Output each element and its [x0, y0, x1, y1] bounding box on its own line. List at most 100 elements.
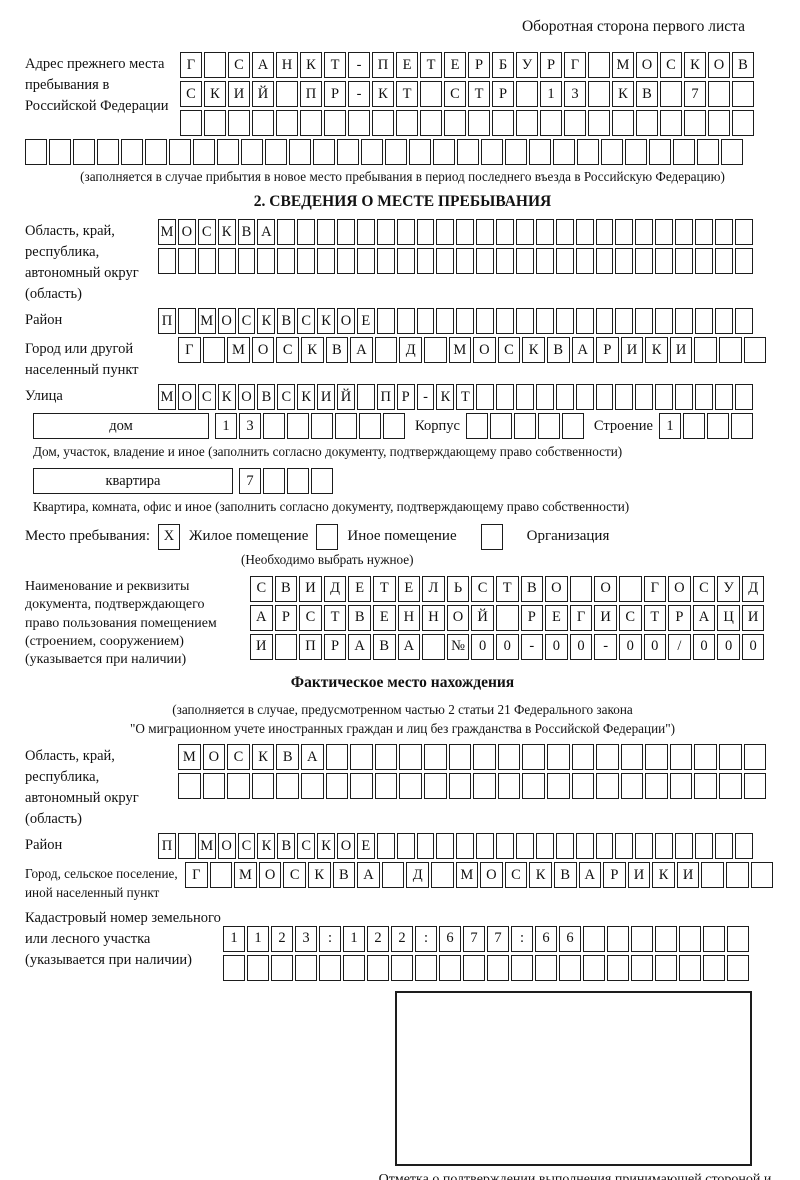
char-cell[interactable]	[571, 744, 595, 771]
char-cell[interactable]	[495, 604, 519, 631]
char-cell[interactable]	[263, 468, 285, 495]
char-cell[interactable]: А	[250, 604, 273, 631]
char-cell[interactable]	[251, 773, 275, 800]
char-cell[interactable]	[177, 248, 196, 275]
char-cell[interactable]: 7	[463, 925, 485, 952]
char-cell[interactable]	[416, 308, 435, 335]
char-cell[interactable]	[675, 308, 694, 335]
char-cell[interactable]: Й	[337, 384, 355, 411]
char-cell[interactable]	[559, 954, 581, 981]
char-cell[interactable]	[263, 413, 285, 440]
char-cell[interactable]: В	[257, 384, 276, 411]
char-cell[interactable]	[655, 833, 674, 860]
char-cell[interactable]	[595, 248, 614, 275]
char-cell[interactable]: С	[497, 337, 521, 364]
char-cell[interactable]: Г	[185, 862, 208, 889]
char-cell[interactable]: В	[546, 337, 570, 364]
char-cell[interactable]	[223, 954, 245, 981]
char-cell[interactable]	[497, 744, 521, 771]
char-cell[interactable]	[496, 384, 515, 411]
char-cell[interactable]: Б	[492, 52, 514, 78]
char-cell[interactable]: К	[251, 744, 275, 771]
char-cell[interactable]	[487, 954, 509, 981]
char-cell[interactable]: Г	[180, 52, 202, 78]
char-cell[interactable]	[615, 833, 634, 860]
char-cell[interactable]: 0	[741, 633, 765, 660]
char-cell[interactable]	[313, 139, 335, 165]
char-cell[interactable]	[743, 337, 767, 364]
char-cell[interactable]: С	[283, 862, 306, 889]
char-cell[interactable]: Л	[422, 575, 445, 602]
char-cell[interactable]	[376, 833, 395, 860]
char-cell[interactable]	[361, 139, 383, 165]
char-cell[interactable]: -	[348, 52, 370, 78]
char-cell[interactable]	[669, 773, 693, 800]
char-cell[interactable]	[376, 308, 395, 335]
char-cell[interactable]	[505, 139, 527, 165]
char-cell[interactable]	[660, 81, 682, 107]
char-cell[interactable]	[241, 139, 263, 165]
char-cell[interactable]: 3	[564, 81, 586, 107]
char-cell[interactable]	[669, 744, 693, 771]
char-cell[interactable]	[540, 110, 562, 136]
char-cell[interactable]: М	[197, 833, 216, 860]
char-cell[interactable]: А	[578, 862, 602, 889]
char-cell[interactable]	[607, 925, 629, 952]
char-cell[interactable]	[350, 744, 373, 771]
char-cell[interactable]: Р	[468, 52, 490, 78]
char-cell[interactable]: Т	[456, 384, 475, 411]
char-cell[interactable]	[202, 337, 226, 364]
char-cell[interactable]	[535, 308, 554, 335]
char-cell[interactable]: В	[348, 604, 371, 631]
char-cell[interactable]	[714, 384, 733, 411]
char-cell[interactable]	[97, 139, 119, 165]
char-cell[interactable]	[202, 773, 226, 800]
char-cell[interactable]	[555, 219, 574, 246]
char-cell[interactable]: О	[708, 52, 730, 78]
char-cell[interactable]	[660, 110, 682, 136]
char-cell[interactable]: 0	[545, 633, 568, 660]
char-cell[interactable]	[436, 833, 455, 860]
char-cell[interactable]: А	[357, 862, 380, 889]
char-cell[interactable]: С	[197, 219, 216, 246]
char-cell[interactable]: 0	[717, 633, 740, 660]
char-cell[interactable]	[714, 833, 733, 860]
char-cell[interactable]: Р	[396, 384, 415, 411]
char-cell[interactable]	[416, 248, 435, 275]
char-cell[interactable]	[596, 744, 619, 771]
char-cell[interactable]	[595, 384, 614, 411]
char-cell[interactable]	[727, 925, 749, 952]
char-cell[interactable]	[376, 248, 395, 275]
char-cell[interactable]	[237, 248, 256, 275]
char-cell[interactable]: 2	[367, 925, 389, 952]
char-cell[interactable]: О	[177, 384, 196, 411]
char-cell[interactable]	[655, 308, 674, 335]
char-cell[interactable]	[49, 139, 71, 165]
char-cell[interactable]	[612, 110, 634, 136]
char-cell[interactable]: И	[299, 575, 322, 602]
char-cell[interactable]	[695, 219, 713, 246]
char-cell[interactable]	[476, 219, 495, 246]
char-cell[interactable]: К	[317, 833, 336, 860]
char-cell[interactable]	[436, 248, 455, 275]
char-cell[interactable]: С	[660, 52, 682, 78]
char-cell[interactable]: О	[668, 575, 691, 602]
char-cell[interactable]	[575, 308, 594, 335]
char-cell[interactable]	[436, 308, 455, 335]
char-cell[interactable]	[385, 139, 407, 165]
char-cell[interactable]: К	[684, 52, 706, 78]
char-cell[interactable]	[271, 954, 293, 981]
char-cell[interactable]	[356, 219, 375, 246]
char-cell[interactable]	[575, 384, 594, 411]
char-cell[interactable]	[694, 773, 718, 800]
char-cell[interactable]: Г	[564, 52, 586, 78]
char-cell[interactable]	[513, 413, 536, 440]
char-cell[interactable]	[73, 139, 95, 165]
char-cell[interactable]	[356, 248, 375, 275]
char-cell[interactable]: Т	[396, 81, 418, 107]
checkbox-residential[interactable]: X	[158, 523, 180, 550]
char-cell[interactable]	[448, 744, 472, 771]
char-cell[interactable]	[145, 139, 167, 165]
char-cell[interactable]: :	[511, 925, 533, 952]
char-cell[interactable]	[448, 773, 472, 800]
